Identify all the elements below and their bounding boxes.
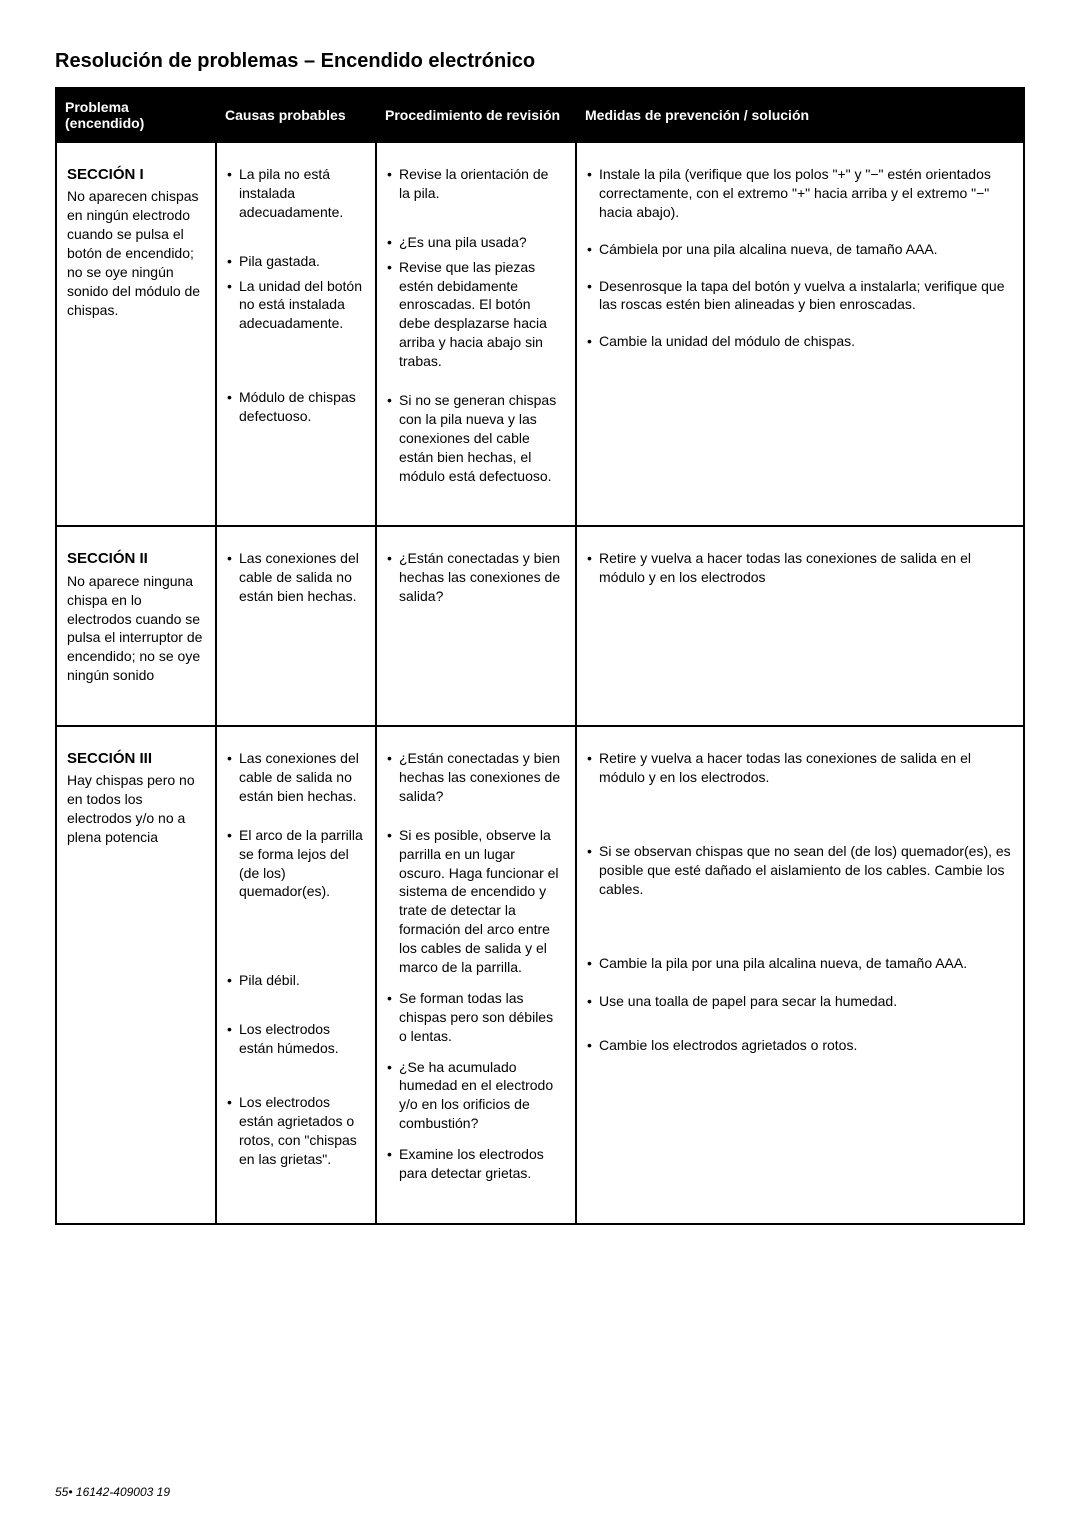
page-title: Resolución de problemas – Encendido elec…: [55, 50, 1025, 73]
list-item: Módulo de chispas defectuoso.: [227, 388, 363, 426]
col-header-problem: Problema (encendido): [56, 88, 216, 142]
list-item: Instale la pila (verifique que los polos…: [587, 165, 1011, 222]
cell-checks-list: ¿Están conectadas y bien hechas las cone…: [387, 549, 563, 606]
col-header-solutions: Medidas de prevención / solución: [576, 88, 1024, 142]
list-item: Desenrosque la tapa del botón y vuelva a…: [587, 277, 1011, 315]
list-item: Examine los electrodos para detectar gri…: [387, 1145, 563, 1183]
section-title: SECCIÓN I: [67, 165, 203, 185]
table-row: SECCIÓN IIIHay chispas pero no en todos …: [56, 726, 1024, 1224]
col-header-checks: Procedimiento de revisión: [376, 88, 576, 142]
cell-causes-list: Las conexiones del cable de salida no es…: [227, 549, 363, 606]
list-item: Retire y vuelva a hacer todas las conexi…: [587, 549, 1011, 587]
cell-causes: Las conexiones del cable de salida no es…: [216, 526, 376, 726]
list-item: Los electrodos están húmedos.: [227, 1020, 363, 1058]
list-item: Cámbiela por una pila alcalina nueva, de…: [587, 240, 1011, 259]
list-item: Se forman todas las chispas pero son déb…: [387, 989, 563, 1046]
list-item: Pila débil.: [227, 971, 363, 990]
list-item: ¿Se ha acumulado humedad en el electrodo…: [387, 1058, 563, 1134]
list-item: El arco de la parrilla se forma lejos de…: [227, 826, 363, 902]
table-row: SECCIÓN II No aparece ninguna chispa en l…: [56, 526, 1024, 726]
cell-solutions: Retire y vuelva a hacer todas las conexi…: [576, 526, 1024, 726]
cell-checks: ¿Están conectadas y bien hechas las cone…: [376, 526, 576, 726]
footer-bullet: •: [68, 1485, 76, 1499]
list-item: La pila no está instalada adecuadamente.: [227, 165, 363, 222]
cell-solutions-list: Instale la pila (verifique que los polos…: [587, 165, 1011, 351]
col-header-causes: Causas probables: [216, 88, 376, 142]
section-desc: Hay chispas pero no en todos los electro…: [67, 771, 203, 847]
cell-checks-list: Revise la orientación de la pila. ¿Es una…: [387, 165, 563, 485]
section-title: SECCIÓN III: [67, 749, 203, 769]
cell-problem: SECCIÓN INo aparecen chispas en ningún e…: [56, 142, 216, 526]
cell-solutions: Instale la pila (verifique que los polos…: [576, 142, 1024, 526]
page-container: Resolución de problemas – Encendido elec…: [0, 0, 1080, 1539]
document-id: 16142-409003 19: [76, 1485, 170, 1499]
section-desc: No aparece ninguna chispa en lo electrod…: [67, 572, 203, 685]
list-item: Si se observan chispas que no sean del (…: [587, 842, 1011, 899]
cell-causes-list: Las conexiones del cable de salida no es…: [227, 749, 363, 1168]
cell-problem: SECCIÓN IIIHay chispas pero no en todos …: [56, 726, 216, 1224]
cell-causes-list: La pila no está instalada adecuadamente.…: [227, 165, 363, 426]
list-item: Retire y vuelva a hacer todas las conexi…: [587, 749, 1011, 787]
cell-causes: Las conexiones del cable de salida no es…: [216, 726, 376, 1224]
troubleshooting-table: Problema (encendido) Causas probables Pr…: [55, 87, 1025, 1225]
cell-checks: Revise la orientación de la pila. ¿Es una…: [376, 142, 576, 526]
list-item: Los electrodos están agrietados o rotos,…: [227, 1093, 363, 1169]
page-number: 55: [55, 1485, 68, 1499]
cell-solutions-list: Retire y vuelva a hacer todas las conexi…: [587, 749, 1011, 1055]
table-row: SECCIÓN INo aparecen chispas en ningún e…: [56, 142, 1024, 526]
list-item: La unidad del botón no está instalada ad…: [227, 277, 363, 334]
list-item: Cambie la pila por una pila alcalina nue…: [587, 954, 1011, 973]
list-item: Las conexiones del cable de salida no es…: [227, 549, 363, 606]
cell-causes: La pila no está instalada adecuadamente.…: [216, 142, 376, 526]
list-item: ¿Es una pila usada?: [387, 233, 563, 252]
list-item: ¿Están conectadas y bien hechas las cone…: [387, 549, 563, 606]
list-item: Si no se generan chispas con la pila nue…: [387, 391, 563, 485]
list-item: Si es posible, observe la parrilla en un…: [387, 826, 563, 977]
cell-solutions: Retire y vuelva a hacer todas las conexi…: [576, 726, 1024, 1224]
cell-checks-list: ¿Están conectadas y bien hechas las cone…: [387, 749, 563, 1183]
page-footer: 55• 16142-409003 19: [55, 1485, 1025, 1499]
list-item: Cambie la unidad del módulo de chispas.: [587, 332, 1011, 351]
list-item: ¿Están conectadas y bien hechas las cone…: [387, 749, 563, 806]
cell-checks: ¿Están conectadas y bien hechas las cone…: [376, 726, 576, 1224]
cell-solutions-list: Retire y vuelva a hacer todas las conexi…: [587, 549, 1011, 587]
list-item: Pila gastada.: [227, 252, 363, 271]
cell-problem: SECCIÓN II No aparece ninguna chispa en l…: [56, 526, 216, 726]
list-item: Revise la orientación de la pila.: [387, 165, 563, 203]
list-item: Revise que las piezas estén debidamente …: [387, 258, 563, 371]
list-item: Use una toalla de papel para secar la hu…: [587, 992, 1011, 1011]
list-item: Las conexiones del cable de salida no es…: [227, 749, 363, 806]
table-header-row: Problema (encendido) Causas probables Pr…: [56, 88, 1024, 142]
section-desc: No aparecen chispas en ningún electrodo …: [67, 187, 203, 319]
list-item: Cambie los electrodos agrietados o rotos…: [587, 1036, 1011, 1055]
section-title: SECCIÓN II: [67, 549, 203, 569]
